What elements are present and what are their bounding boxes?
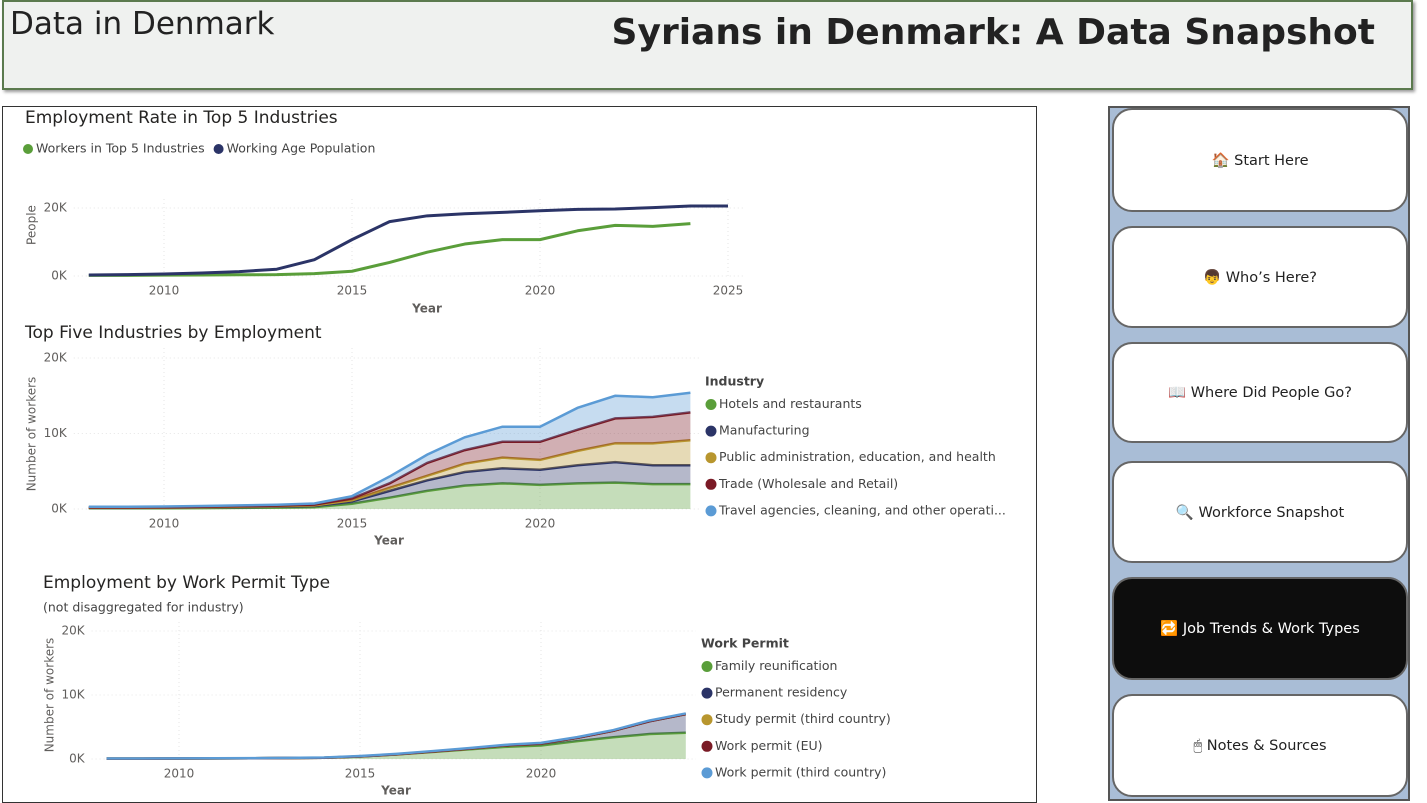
y-axis-label: People [25,205,39,245]
legend-label: Travel agencies, cleaning, and other ope… [718,502,1006,517]
legend-marker [705,399,717,410]
y-tick-label: 10K [61,688,85,702]
legend-label: Manufacturing [719,423,810,438]
chart-title: Employment by Work Permit Type [43,573,330,593]
nav-button[interactable]: 🔍 Workforce Snapshot [1112,461,1408,563]
legend-marker [701,740,713,752]
legend-label: Permanent residency [715,685,848,700]
area-fill [88,392,691,508]
line [88,204,728,277]
y-tick-label: 0K [51,269,68,283]
legend-marker [705,505,717,517]
nav-button[interactable]: 🖱 Notes & Sources [1112,694,1408,797]
area-fill [88,482,691,509]
line [88,222,691,277]
x-axis-label: Year [380,784,411,798]
legend-title: Industry [705,374,764,389]
legend-marker [705,425,717,437]
legend-label: Workers in Top 5 Industries [36,141,205,156]
header: Data in Denmark Syrians in Denmark: A Da… [2,0,1413,90]
y-tick-label: 20K [61,624,85,638]
legend-marker [701,714,713,726]
x-axis-label: Year [411,302,442,316]
x-tick-label: 2015 [337,284,368,298]
legend-label: Family reunification [715,658,837,673]
legend-marker [705,478,717,490]
y-tick-label: 20K [44,201,68,215]
legend-marker [213,144,224,154]
chart-title: Employment Rate in Top 5 Industries [25,108,338,128]
y-tick-label: 0K [69,752,86,766]
chart-subtitle: (not disaggregated for industry) [43,600,244,615]
chart-title: Top Five Industries by Employment [24,323,322,343]
area-fill [88,412,691,508]
page-title: Syrians in Denmark: A Data Snapshot [611,12,1375,53]
legend-label: Hotels and restaurants [719,396,862,411]
x-tick-label: 2020 [525,517,556,531]
y-axis-label: Number of workers [25,377,39,492]
nav-button[interactable]: 🏠 Start Here [1112,108,1408,212]
legend-label: Study permit (third country) [715,711,891,726]
area-line [106,712,687,760]
x-tick-label: 2025 [713,284,744,298]
site-name: Data in Denmark [10,6,275,42]
nav-button[interactable]: 📖 Where Did People Go? [1112,342,1408,443]
x-tick-label: 2020 [526,767,557,781]
area-fill [88,462,691,509]
y-tick-label: 0K [51,502,68,516]
x-axis-label: Year [373,534,404,548]
x-tick-label: 2010 [149,517,180,531]
area-line [88,391,691,508]
legend-marker [701,767,713,779]
x-tick-label: 2015 [337,517,368,531]
charts: Employment Rate in Top 5 Industries Peopl… [23,108,1006,798]
area-fill [106,732,686,759]
nav-button[interactable]: 👦 Who’s Here? [1112,226,1408,328]
y-tick-label: 10K [44,426,68,440]
legend-label: Work permit (third country) [715,764,886,779]
x-tick-label: 2010 [164,767,195,781]
area-fill [88,440,691,508]
legend-label: Trade (Wholesale and Retail) [718,476,898,491]
x-tick-label: 2015 [345,767,376,781]
legend-marker [701,687,713,699]
legend-label: Work permit (EU) [715,738,823,753]
legend-title: Work Permit [701,636,789,651]
legend-marker [701,661,713,672]
nav-menu: 🏠 Start Here 👦 Who’s Here? 📖 Where Did Peo… [1108,106,1410,801]
y-axis-label: Number of workers [43,638,57,753]
nav-button[interactable]: 🔁 Job Trends & Work Types [1112,577,1408,680]
legend-marker [23,144,33,154]
y-tick-label: 20K [44,351,68,365]
x-tick-label: 2020 [525,284,556,298]
x-tick-label: 2010 [149,284,180,298]
legend-marker [705,452,717,464]
legend-label: Working Age Population [227,141,376,156]
legend-label: Public administration, education, and he… [719,449,996,464]
